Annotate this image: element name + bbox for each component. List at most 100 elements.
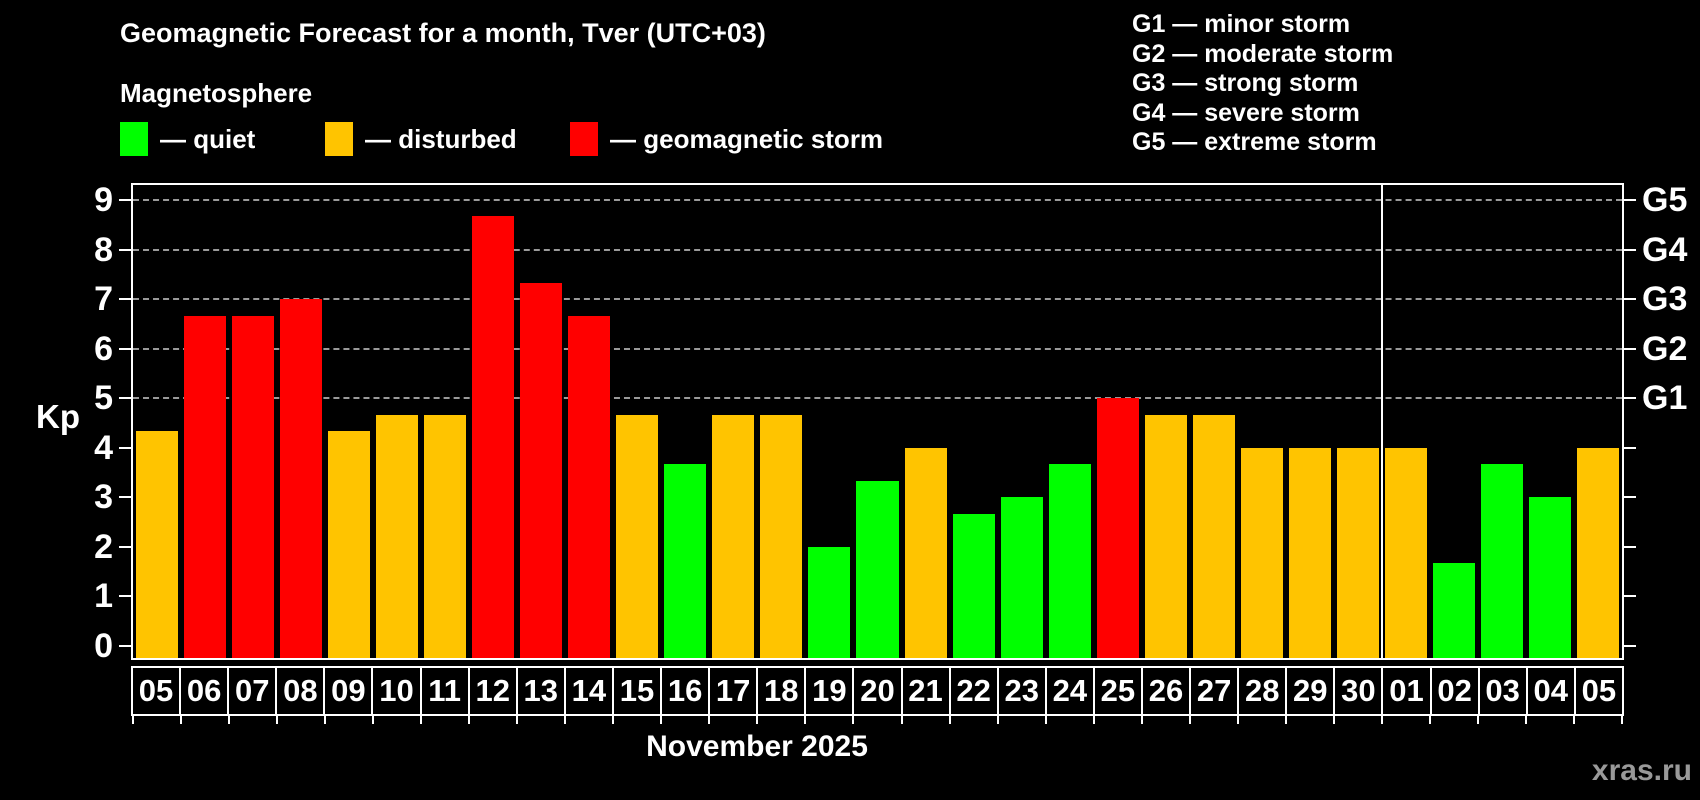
x-tick xyxy=(1284,716,1287,724)
y-tick-label: 9 xyxy=(94,181,113,220)
right-tick xyxy=(1624,298,1636,301)
date-cell: 24 xyxy=(1047,668,1095,714)
y-tick xyxy=(119,298,131,301)
g-level-label: G3 xyxy=(1642,280,1688,319)
g-legend-line: G1 — minor storm xyxy=(1132,10,1351,38)
date-cell: 17 xyxy=(710,668,759,714)
y-tick-label: 2 xyxy=(94,527,113,566)
right-tick xyxy=(1624,397,1636,400)
legend-swatch-quiet xyxy=(120,122,148,156)
x-tick xyxy=(420,716,423,724)
g-legend-line: G5 — extreme storm xyxy=(1132,128,1377,157)
g-level-label: G1 xyxy=(1642,379,1688,418)
g-level-label: G5 xyxy=(1642,181,1688,220)
legend-label-storm: — geomagnetic storm xyxy=(610,123,884,154)
right-tick xyxy=(1624,645,1636,647)
kp-bar xyxy=(1240,447,1283,658)
legend-swatch-disturbed xyxy=(325,122,353,156)
right-tick xyxy=(1624,199,1636,202)
x-tick xyxy=(228,716,231,724)
gridline-kp9 xyxy=(133,199,1622,202)
chart-plot-area xyxy=(131,183,1624,660)
g-scale-legend: G1 — minor storm G2 — moderate storm G3 — … xyxy=(1132,10,1393,158)
y-tick-label: 6 xyxy=(94,329,113,368)
x-tick xyxy=(996,716,999,724)
date-cell: 10 xyxy=(373,668,422,714)
g-legend-line: G2 — moderate storm xyxy=(1132,39,1394,68)
date-cell: 23 xyxy=(999,668,1047,714)
right-tick xyxy=(1624,545,1636,548)
kp-bar xyxy=(1192,414,1235,658)
y-tick xyxy=(119,446,131,449)
kp-bar xyxy=(1432,563,1475,658)
month-separator-line xyxy=(1380,185,1383,658)
legend-label-disturbed: — disturbed xyxy=(365,123,517,154)
legend-item-disturbed: — disturbed xyxy=(325,122,517,156)
date-cell: 27 xyxy=(1191,668,1240,714)
y-tick-label: 3 xyxy=(94,478,113,517)
date-cell: 22 xyxy=(951,668,999,714)
x-tick xyxy=(1044,716,1047,724)
kp-bar xyxy=(1576,447,1619,658)
x-tick xyxy=(372,716,375,724)
gridline-kp8 xyxy=(133,248,1622,251)
x-tick xyxy=(1188,716,1191,724)
g-legend-line: G4 — severe storm xyxy=(1132,98,1360,127)
x-tick xyxy=(804,716,807,724)
right-tick xyxy=(1624,446,1636,449)
x-tick xyxy=(660,716,663,724)
x-tick xyxy=(1140,716,1143,724)
x-tick xyxy=(1332,716,1335,724)
kp-bar xyxy=(328,431,371,658)
date-cell: 06 xyxy=(181,668,230,714)
date-cell: 04 xyxy=(1528,668,1576,714)
kp-bar xyxy=(1480,464,1523,658)
date-cell: 09 xyxy=(325,668,374,714)
x-tick xyxy=(900,716,903,724)
date-cell: 25 xyxy=(1095,668,1143,714)
y-tick-label: 4 xyxy=(94,428,113,467)
x-tick xyxy=(756,716,759,724)
x-tick xyxy=(132,716,134,724)
date-cell: 07 xyxy=(229,668,278,714)
kp-bar xyxy=(280,299,323,658)
kp-bar xyxy=(1144,414,1187,658)
kp-bar xyxy=(1096,398,1139,658)
date-cell: 26 xyxy=(1143,668,1192,714)
kp-bar xyxy=(1000,497,1043,658)
date-cell: 29 xyxy=(1287,668,1336,714)
kp-bar xyxy=(184,315,227,658)
y-axis-label: Kp xyxy=(36,398,80,435)
kp-bar xyxy=(472,216,515,658)
right-tick xyxy=(1624,496,1636,499)
kp-bar xyxy=(232,315,275,658)
kp-bar xyxy=(1336,447,1379,658)
date-cell: 12 xyxy=(470,668,518,714)
y-tick-label: 0 xyxy=(94,627,113,665)
y-tick xyxy=(119,397,131,400)
y-tick-label: 5 xyxy=(94,379,113,418)
kp-bar xyxy=(808,546,851,658)
legend-item-storm: — geomagnetic storm xyxy=(570,122,883,156)
right-tick xyxy=(1624,248,1636,251)
date-cell: 03 xyxy=(1480,668,1528,714)
legend-item-quiet: — quiet xyxy=(120,122,255,156)
x-tick xyxy=(516,716,519,724)
gridline-kp5 xyxy=(133,397,1622,400)
y-tick xyxy=(119,496,131,499)
kp-bar xyxy=(424,414,467,658)
date-axis-row: 05 06 07 08 09 10 11 12 13 14 15 16 17 18 19 20 21 22 23 24… xyxy=(131,666,1624,716)
date-cell: 01 xyxy=(1383,668,1432,714)
date-cell: 30 xyxy=(1335,668,1384,714)
date-cell: 02 xyxy=(1432,668,1480,714)
gridline-kp6 xyxy=(133,347,1622,350)
x-tick xyxy=(564,716,567,724)
x-tick xyxy=(852,716,855,724)
x-tick xyxy=(324,716,327,724)
gridline-kp7 xyxy=(133,298,1622,301)
x-tick xyxy=(1476,716,1479,724)
x-tick xyxy=(612,716,615,724)
kp-bar xyxy=(1384,447,1427,658)
date-cell: 20 xyxy=(854,668,903,714)
kp-bar xyxy=(952,513,995,658)
